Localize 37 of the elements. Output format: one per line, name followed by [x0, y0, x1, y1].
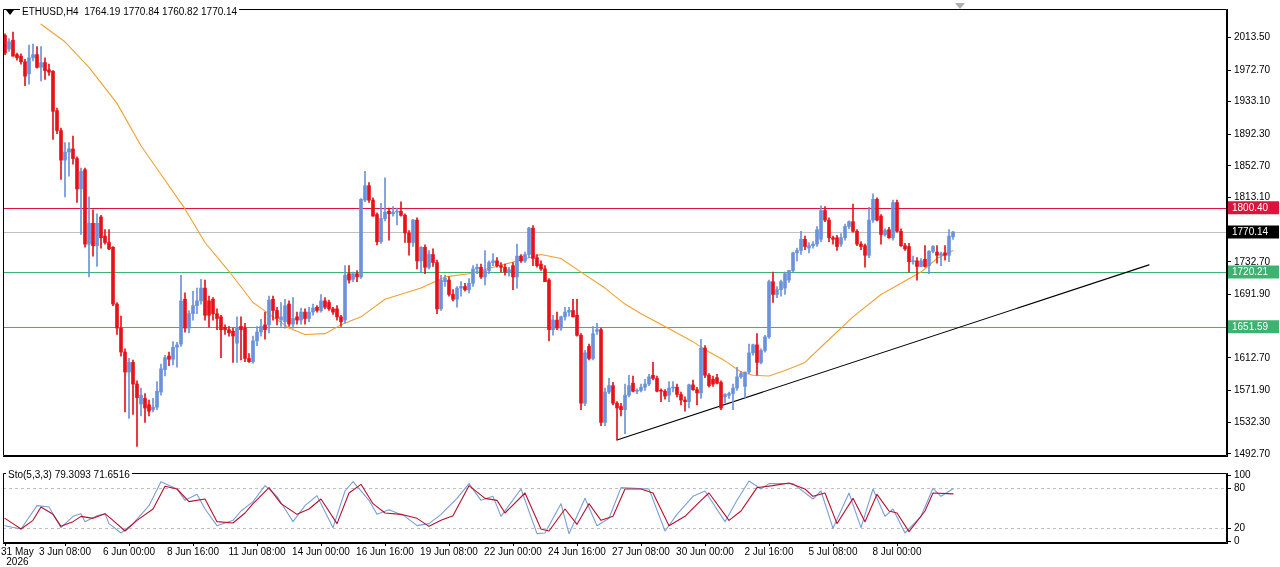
chart-title: ETHUSD,H4 1764.19 1770.84 1760.82 1770.14: [20, 6, 240, 17]
x-tick-label: 22 Jun 00:00: [484, 545, 543, 557]
x-tick-label: 31 May 2026: [1, 545, 34, 567]
x-tick-label: 8 Jun 16:00: [166, 545, 220, 557]
x-tick-label: 8 Jul 00:00: [872, 545, 922, 557]
x-tick-label: 16 Jun 16:00: [356, 545, 415, 557]
y-tick-label: 1492.70: [1234, 447, 1271, 459]
y-tick-label: 1813.10: [1234, 191, 1271, 203]
y-tick-label: 1612.70: [1234, 351, 1271, 363]
ref-line-label: 1770.14: [1232, 226, 1269, 238]
x-tick-label: 11 Jun 08:00: [228, 545, 286, 557]
x-tick-label: 14 Jun 00:00: [292, 545, 351, 557]
y-tick-label: 1933.10: [1234, 95, 1271, 107]
y-tick-label: 0: [1234, 535, 1240, 547]
x-tick-label: 6 Jun 00:00: [102, 545, 156, 557]
ref-line-label: 1800.40: [1232, 202, 1269, 214]
y-tick-label: 1532.30: [1234, 415, 1271, 427]
x-tick-label: 2 Jul 16:00: [744, 545, 794, 557]
x-tick-label: 19 Jun 08:00: [420, 545, 479, 557]
x-tick-label: 30 Jun 00:00: [676, 545, 735, 557]
y-tick-label: 1972.70: [1234, 63, 1271, 75]
y-tick-label: 20: [1234, 522, 1246, 534]
ref-line-label: 1720.21: [1232, 266, 1269, 278]
y-tick-label: 1571.90: [1234, 384, 1271, 396]
ref-line-label: 1651.59: [1232, 321, 1269, 333]
x-tick-label: 24 Jun 16:00: [548, 545, 607, 557]
chart-title: Sto(5,3,3) 79.3093 71.6516: [6, 469, 132, 480]
x-tick-label: 5 Jul 08:00: [808, 545, 858, 557]
y-tick-label: 1892.30: [1234, 128, 1271, 140]
y-tick-label: 1732.70: [1234, 255, 1271, 267]
x-tick-label: 3 Jun 08:00: [38, 545, 92, 557]
y-tick-label: 2013.50: [1234, 31, 1271, 43]
x-tick-label: 27 Jun 08:00: [612, 545, 671, 557]
y-tick-label: 80: [1234, 482, 1246, 494]
y-tick-label: 1852.70: [1234, 159, 1271, 171]
y-tick-label: 1691.90: [1234, 288, 1271, 300]
y-tick-label: 100: [1234, 468, 1252, 480]
